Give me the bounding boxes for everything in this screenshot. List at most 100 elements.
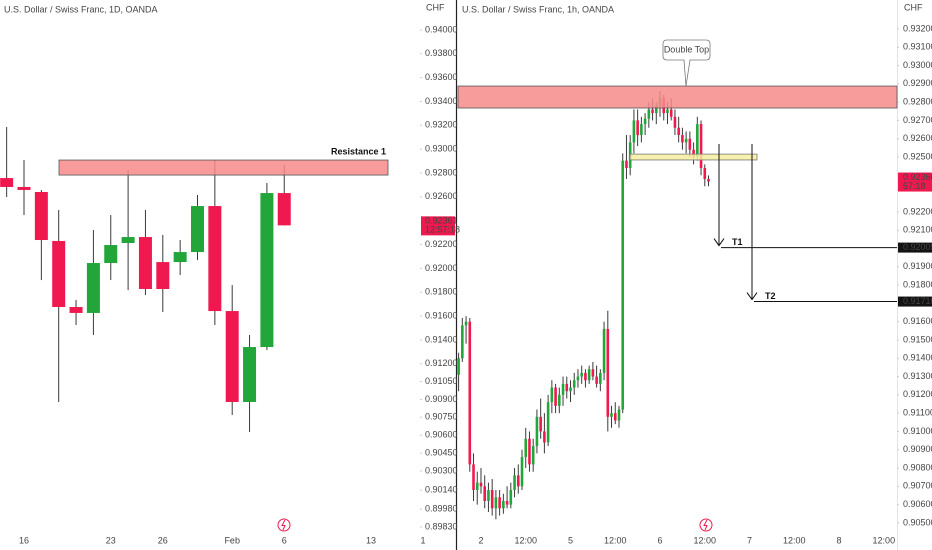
y-tick-label: 0.92600 xyxy=(425,191,458,201)
candle-body xyxy=(692,149,695,158)
candle-body xyxy=(669,109,673,117)
x-tick-label: 1 xyxy=(421,535,426,545)
x-tick-label: Feb xyxy=(224,535,240,545)
zone xyxy=(457,85,898,109)
target-arrow xyxy=(746,292,758,301)
candle-body xyxy=(651,109,654,114)
candle-body xyxy=(580,372,583,377)
candle-body xyxy=(483,486,487,501)
current-price-countdown: 57:18 xyxy=(903,181,926,191)
candle-body xyxy=(52,240,66,307)
candle-body xyxy=(86,263,100,313)
target-arrow xyxy=(713,238,725,247)
y-tick-label: 0.91800 xyxy=(903,279,932,289)
candle-body xyxy=(121,237,135,243)
candle-body xyxy=(524,438,528,458)
y-tick-label: 0.89980 xyxy=(425,504,458,514)
candle-body xyxy=(617,409,621,421)
candle-body xyxy=(688,138,692,150)
y-tick-label: 0.94000 xyxy=(425,24,458,34)
candle-body xyxy=(684,138,688,143)
replay-icon[interactable] xyxy=(277,518,291,532)
candle-body xyxy=(516,475,520,487)
x-tick-label: 12:00 xyxy=(604,535,627,545)
candle-body xyxy=(539,416,542,432)
candle-body xyxy=(472,464,475,490)
icon-bolt[interactable] xyxy=(281,519,286,531)
candle-body xyxy=(666,109,669,114)
candle-body xyxy=(584,372,587,381)
y-tick-label: 0.93200 xyxy=(903,23,932,33)
candle-body xyxy=(243,347,257,402)
candle-body xyxy=(558,394,561,406)
x-tick-label: 5 xyxy=(568,535,573,545)
candle-body xyxy=(225,311,239,402)
y-tick-label: 0.91600 xyxy=(903,316,932,326)
candle-body xyxy=(696,124,699,158)
candle-body xyxy=(699,124,703,169)
candle-body xyxy=(138,237,152,290)
x-tick-label: 12:00 xyxy=(514,535,537,545)
candle-body xyxy=(505,500,509,505)
candle-body xyxy=(550,387,554,403)
x-tick-label: 23 xyxy=(106,535,116,545)
x-tick-label: 13 xyxy=(366,535,376,545)
axis-currency: CHF xyxy=(904,2,923,12)
target-price-box xyxy=(898,242,932,253)
zone xyxy=(629,153,758,161)
candle-body xyxy=(587,369,591,381)
candle-body xyxy=(475,482,479,490)
candle-body xyxy=(613,413,617,421)
y-tick-label: 0.90500 xyxy=(903,517,932,527)
icon-bolt[interactable] xyxy=(703,519,708,531)
zone xyxy=(58,159,389,176)
y-tick-label: 0.90140 xyxy=(425,484,458,494)
candle-body xyxy=(554,387,557,406)
y-tick-label: 0.93000 xyxy=(425,144,458,154)
candle-body xyxy=(520,457,524,487)
y-tick-label: 0.92000 xyxy=(425,263,458,273)
candle-body xyxy=(576,376,580,381)
y-tick-label: 0.93000 xyxy=(903,60,932,70)
y-tick-label: 0.91400 xyxy=(903,353,932,363)
y-tick-label: 0.90600 xyxy=(425,430,458,440)
candle-body xyxy=(647,109,651,119)
candle-body xyxy=(546,402,550,443)
candle-body xyxy=(104,245,118,264)
candle-body xyxy=(681,135,684,143)
candle-body xyxy=(464,321,468,326)
y-tick-label: 0.90750 xyxy=(425,412,458,422)
candle-body xyxy=(173,252,187,263)
candle-body xyxy=(69,306,83,313)
replay-icon[interactable] xyxy=(699,518,713,532)
candle-body xyxy=(599,372,602,384)
candle-body xyxy=(677,127,680,136)
y-tick-label: 0.90900 xyxy=(903,444,932,454)
candle-body xyxy=(461,325,464,359)
x-tick-label: 16 xyxy=(19,535,29,545)
y-tick-label: 0.91600 xyxy=(425,310,458,320)
candle-body xyxy=(625,160,628,169)
x-tick-label: 12:00 xyxy=(873,535,896,545)
y-tick-label: 0.92200 xyxy=(425,239,458,249)
candle-body xyxy=(494,497,498,509)
y-tick-label: 0.91100 xyxy=(903,408,932,418)
candle-body xyxy=(636,120,639,136)
x-tick-label: 2 xyxy=(478,535,483,545)
candle-body xyxy=(457,358,460,375)
candle-body xyxy=(569,387,572,392)
candle-body xyxy=(606,329,610,417)
candle-body xyxy=(595,376,598,384)
y-tick-label: 0.92600 xyxy=(903,133,932,143)
target-name: T1 xyxy=(732,237,743,247)
candle-body xyxy=(156,262,170,290)
x-tick-label: 12:00 xyxy=(694,535,717,545)
y-tick-label: 0.91400 xyxy=(425,334,458,344)
candle-body xyxy=(487,489,490,501)
